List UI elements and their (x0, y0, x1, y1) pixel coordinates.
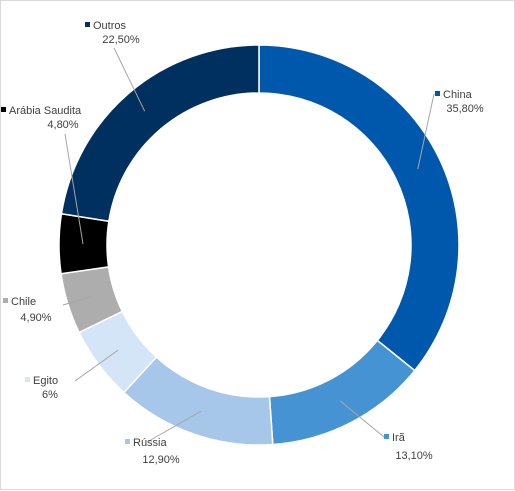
leader-line (62, 296, 91, 306)
slice-r-ssia (122, 356, 274, 446)
slice-label-name: Irã (392, 432, 406, 444)
slice-outros (60, 44, 260, 223)
leader-line (64, 133, 84, 244)
legend-key-marker (435, 91, 440, 96)
slice-label-value: 22,50% (102, 34, 140, 46)
slice-label-name: Arábia Saudita (9, 105, 82, 117)
slice-label-value: 4,80% (47, 119, 78, 131)
leader-line (417, 93, 435, 170)
legend-key-marker (1, 107, 6, 112)
slice-china (258, 44, 460, 372)
slice-label-name: China (443, 89, 473, 101)
data-label: Arábia Saudita 4,80% (1, 105, 82, 131)
legend-key-marker (25, 377, 30, 382)
legend-key-marker (85, 22, 90, 27)
data-label: Egito 6% (25, 375, 58, 401)
legend-key-marker (125, 439, 130, 444)
slice-label-value: 6% (42, 389, 58, 401)
leader-line (148, 410, 202, 442)
legend-key-marker (3, 298, 8, 303)
slice-label-name: Egito (33, 375, 58, 387)
data-label: China 35,80% (435, 89, 484, 115)
leader-line (113, 47, 146, 112)
leader-line (340, 400, 385, 438)
data-label: Outros 22,50% (85, 20, 140, 46)
slice-label-value: 13,10% (395, 450, 433, 462)
slice-label-value: 12,90% (142, 454, 180, 466)
legend-key-marker (384, 434, 389, 439)
slice-label-name: Rússia (133, 437, 168, 449)
slice-label-value: 35,80% (446, 103, 484, 115)
slice-ir- (268, 339, 416, 446)
donut-slices (58, 44, 460, 446)
data-label: Rússia 12,90% (125, 437, 180, 466)
data-label: Chile 4,90% (3, 296, 52, 324)
data-labels: China 35,80% Irã 13,10% Rússia 12,90% Egito 6% C… (1, 20, 484, 466)
data-label: Irã 13,10% (384, 432, 433, 462)
slice-ar-bia-saudita (58, 212, 110, 275)
slice-label-name: Chile (11, 296, 36, 308)
slice-label-value: 4,90% (20, 312, 51, 324)
leader-lines (62, 47, 435, 442)
leader-line (74, 349, 119, 382)
slice-label-name: Outros (93, 20, 127, 32)
